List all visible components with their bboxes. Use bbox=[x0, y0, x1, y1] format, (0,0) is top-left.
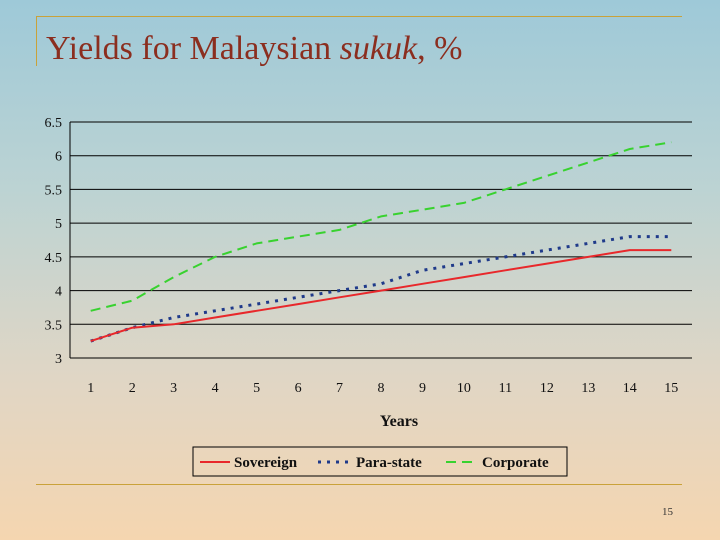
series-layer bbox=[90, 141, 672, 343]
x-tick-label: 10 bbox=[457, 381, 471, 396]
footer-line bbox=[36, 484, 682, 485]
title-main: Yields for Malaysian bbox=[46, 30, 340, 67]
x-tick-label: 3 bbox=[170, 381, 177, 396]
grid-layer bbox=[69, 121, 692, 359]
slide-title: Yields for Malaysian sukuk, % bbox=[46, 30, 462, 68]
y-tick-label: 4.5 bbox=[45, 251, 63, 266]
y-tick-label: 4 bbox=[55, 285, 62, 300]
page-number: 15 bbox=[662, 506, 673, 518]
x-tick-label: 12 bbox=[540, 381, 554, 396]
x-tick-labels: 1 2 3 4 5 6 7 8 9 10 11 12 13 14 15 bbox=[87, 381, 678, 396]
legend-label-sovereign: Sovereign bbox=[234, 455, 298, 471]
x-tick-label: 7 bbox=[336, 381, 343, 396]
title-decoration-horizontal bbox=[36, 16, 682, 17]
title-italic: sukuk bbox=[339, 30, 418, 67]
x-tick-label: 13 bbox=[581, 381, 595, 396]
x-tick-label: 9 bbox=[419, 381, 426, 396]
series-line-corporate bbox=[90, 141, 672, 312]
plot-area bbox=[70, 122, 692, 358]
y-tick-label: 5.5 bbox=[45, 183, 63, 198]
x-axis-title: Years bbox=[380, 413, 418, 430]
y-tick-label: 5 bbox=[55, 217, 62, 232]
y-tick-label: 3.5 bbox=[45, 318, 63, 333]
x-tick-label: 6 bbox=[295, 381, 302, 396]
y-tick-label: 3 bbox=[55, 352, 62, 367]
x-tick-label: 11 bbox=[499, 381, 512, 396]
y-tick-label: 6.5 bbox=[45, 116, 63, 131]
legend-label-corporate: Corporate bbox=[482, 455, 549, 471]
legend-label-para-state: Para-state bbox=[356, 455, 422, 471]
x-tick-label: 8 bbox=[378, 381, 385, 396]
series-line-para-state bbox=[90, 235, 672, 343]
y-tick-labels: 3 3.5 4 4.5 5 5.5 6 6.5 bbox=[45, 116, 63, 367]
x-tick-label: 14 bbox=[623, 381, 637, 396]
x-tick-label: 4 bbox=[212, 381, 219, 396]
y-tick-label: 6 bbox=[55, 150, 62, 165]
legend: Sovereign Para-state Corporate bbox=[192, 446, 568, 477]
x-tick-label: 5 bbox=[253, 381, 260, 396]
series-line-sovereign bbox=[90, 249, 672, 343]
title-suffix: , % bbox=[417, 30, 463, 67]
x-tick-label: 15 bbox=[664, 381, 678, 396]
x-tick-label: 2 bbox=[129, 381, 136, 396]
title-decoration-vertical bbox=[36, 16, 37, 66]
legend-box bbox=[192, 446, 568, 477]
x-tick-label: 1 bbox=[87, 381, 94, 396]
